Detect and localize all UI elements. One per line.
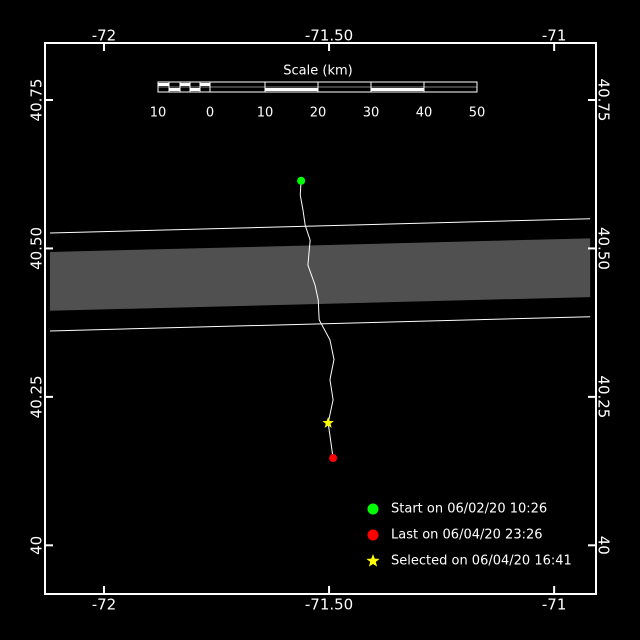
legend-label: Selected on 06/04/20 16:41 xyxy=(391,554,572,569)
legend-label: Last on 06/04/20 23:26 xyxy=(391,528,543,543)
marker-dot xyxy=(297,176,306,185)
legend-label: Start on 06/02/20 10:26 xyxy=(391,502,547,517)
y-tick-label: 40 xyxy=(28,536,46,555)
scale-label: 40 xyxy=(416,106,433,121)
scale-label: 10 xyxy=(257,106,274,121)
marker-dot xyxy=(329,454,338,463)
y-tick-label: 40.25 xyxy=(28,375,46,418)
legend-symbol xyxy=(367,503,379,515)
y-tick-label: 40.75 xyxy=(28,79,46,122)
y-tick-label: 40.75 xyxy=(595,79,613,122)
swath-edge xyxy=(49,316,591,332)
scale-label: 20 xyxy=(310,106,327,121)
scale-label: 30 xyxy=(363,106,380,121)
swath-edge xyxy=(49,218,591,234)
x-tick-label: -71.50 xyxy=(305,596,353,614)
legend-symbol xyxy=(366,554,380,567)
scale-label: 0 xyxy=(206,106,214,121)
scale-dividers xyxy=(168,82,425,92)
x-tick-label: -72 xyxy=(92,27,117,45)
legend-symbol xyxy=(367,529,379,541)
scale-label: 10 xyxy=(150,106,167,121)
marker-star xyxy=(322,417,334,428)
y-tick-label: 40.25 xyxy=(595,375,613,418)
x-tick-label: -71.50 xyxy=(305,27,353,45)
frame xyxy=(44,42,597,595)
scale-title: Scale (km) xyxy=(283,64,352,79)
scale-label: 50 xyxy=(469,106,486,121)
scale-segments xyxy=(158,83,424,91)
track xyxy=(299,180,335,459)
y-tick-label: 40.50 xyxy=(595,227,613,270)
y-tick-label: 40 xyxy=(595,536,613,555)
x-tick-label: -71 xyxy=(542,27,567,45)
x-tick-label: -71 xyxy=(542,596,567,614)
swath-fill xyxy=(49,238,591,311)
y-tick-label: 40.50 xyxy=(28,227,46,270)
x-tick-label: -72 xyxy=(92,596,117,614)
scale-bar xyxy=(157,81,478,93)
